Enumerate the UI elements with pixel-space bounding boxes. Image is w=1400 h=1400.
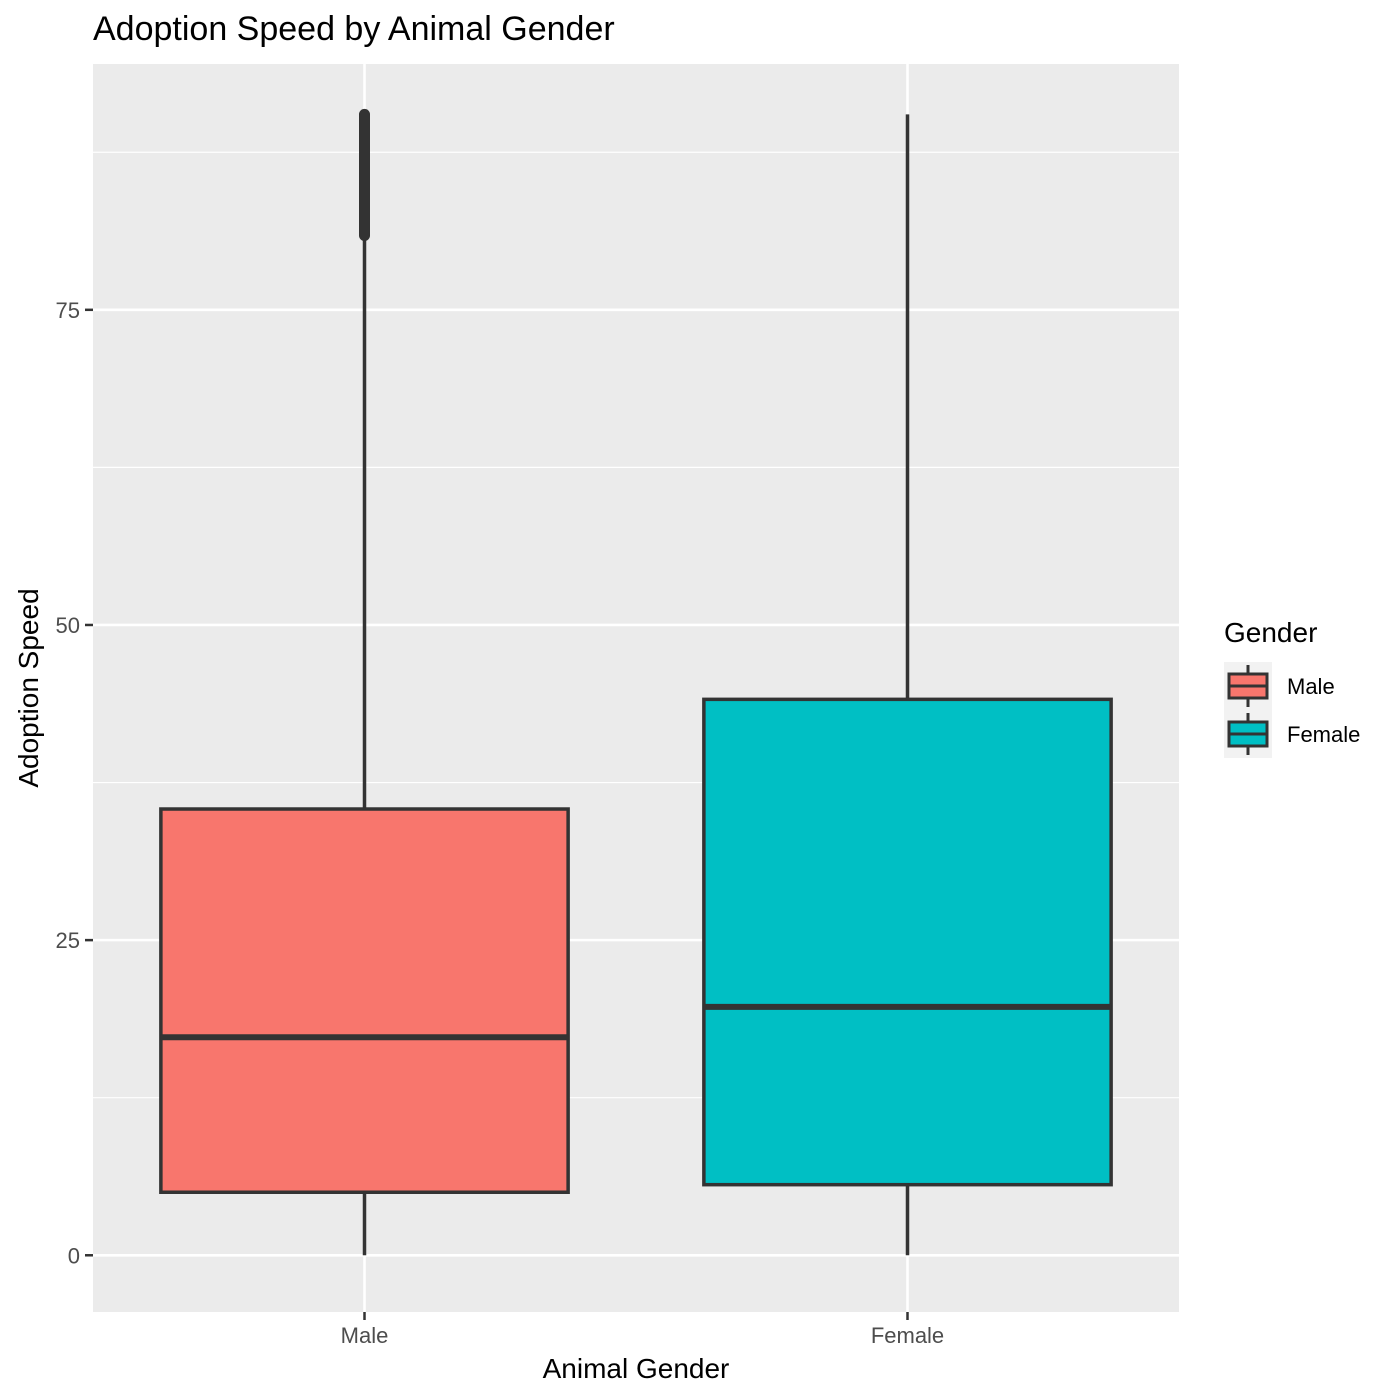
y-tick-label: 0 bbox=[68, 1243, 80, 1268]
legend-label: Female bbox=[1287, 722, 1360, 747]
box-female bbox=[702, 114, 1113, 1256]
legend-key-female bbox=[1224, 710, 1272, 758]
y-tick-label: 25 bbox=[56, 928, 80, 953]
x-tick-label: Female bbox=[871, 1323, 944, 1348]
legend-label: Male bbox=[1287, 674, 1335, 699]
box-male bbox=[159, 108, 570, 1256]
x-tick-label: Male bbox=[341, 1323, 389, 1348]
legend-key-male bbox=[1224, 662, 1272, 710]
boxes bbox=[159, 108, 1113, 1256]
y-axis-title: Adoption Speed bbox=[13, 588, 44, 787]
legend: Gender Male Female bbox=[1224, 617, 1360, 758]
x-axis-title: Animal Gender bbox=[543, 1353, 730, 1384]
chart-title: Adoption Speed by Animal Gender bbox=[93, 10, 615, 48]
box-body bbox=[702, 697, 1113, 1187]
box-body bbox=[159, 807, 570, 1194]
axes: 0 25 50 75 Male Female bbox=[56, 298, 945, 1348]
y-tick-label: 50 bbox=[56, 613, 80, 638]
legend-title: Gender bbox=[1224, 617, 1317, 648]
y-tick-label: 75 bbox=[56, 298, 80, 323]
